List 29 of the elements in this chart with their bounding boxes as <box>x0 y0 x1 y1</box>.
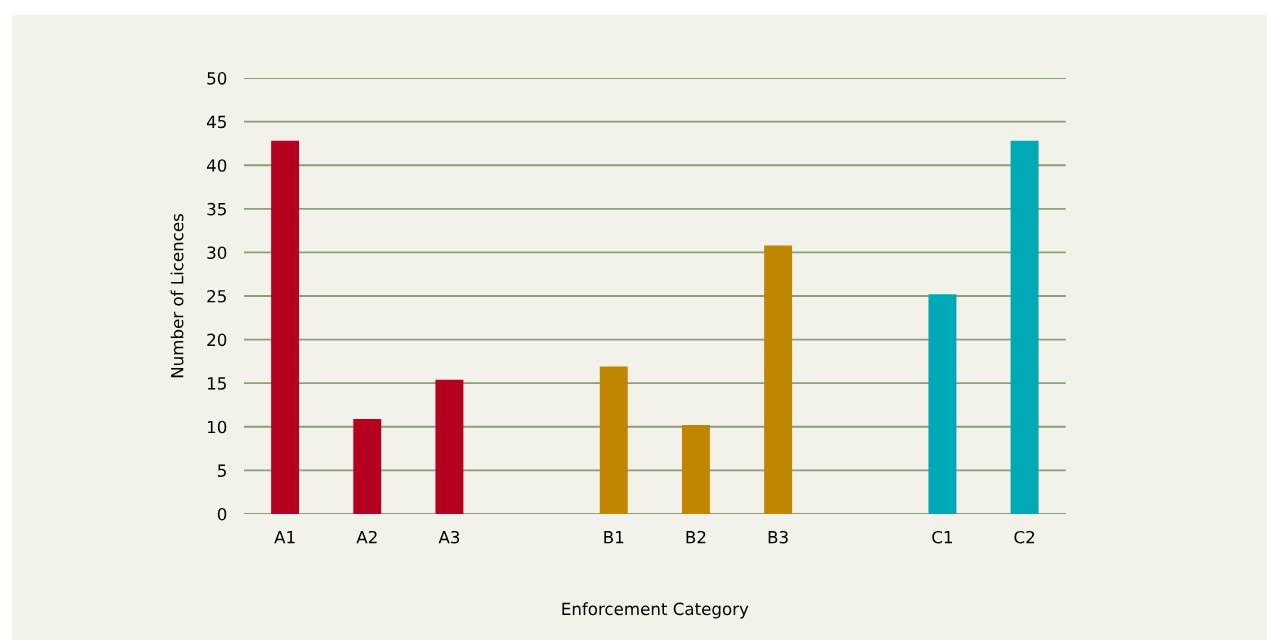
x-tick-label: A1 <box>274 531 295 544</box>
y-tick-label: 25 <box>207 289 226 303</box>
bar <box>681 425 710 514</box>
x-tick-label: B3 <box>768 530 788 544</box>
y-tick-label: 0 <box>217 507 227 521</box>
y-tick-label: 15 <box>207 377 226 390</box>
y-tick-label: 5 <box>218 464 226 477</box>
x-tick-label: C2 <box>1014 530 1035 544</box>
y-axis-title: Number of Licences <box>170 214 184 378</box>
bar <box>764 245 793 514</box>
bar <box>353 418 382 514</box>
x-tick-label: B1 <box>604 531 624 544</box>
bar <box>928 294 957 514</box>
y-tick-label: 35 <box>207 202 226 216</box>
y-tick-label: 20 <box>207 333 227 347</box>
x-tick-label: A3 <box>438 530 460 544</box>
y-tick-label: 45 <box>206 115 226 129</box>
x-tick-label: B2 <box>686 530 706 544</box>
x-axis-title: Enforcement Category <box>562 602 749 619</box>
y-tick-label: 10 <box>207 420 227 434</box>
bar <box>599 366 628 514</box>
y-tick-label: 50 <box>207 72 227 85</box>
x-tick-label: A2 <box>356 530 377 544</box>
y-tick-label: 40 <box>206 159 227 172</box>
bar <box>271 140 300 514</box>
y-tick-label: 30 <box>207 246 227 259</box>
x-tick-label: C1 <box>932 530 953 544</box>
bar <box>1010 140 1039 514</box>
bar <box>435 379 464 514</box>
